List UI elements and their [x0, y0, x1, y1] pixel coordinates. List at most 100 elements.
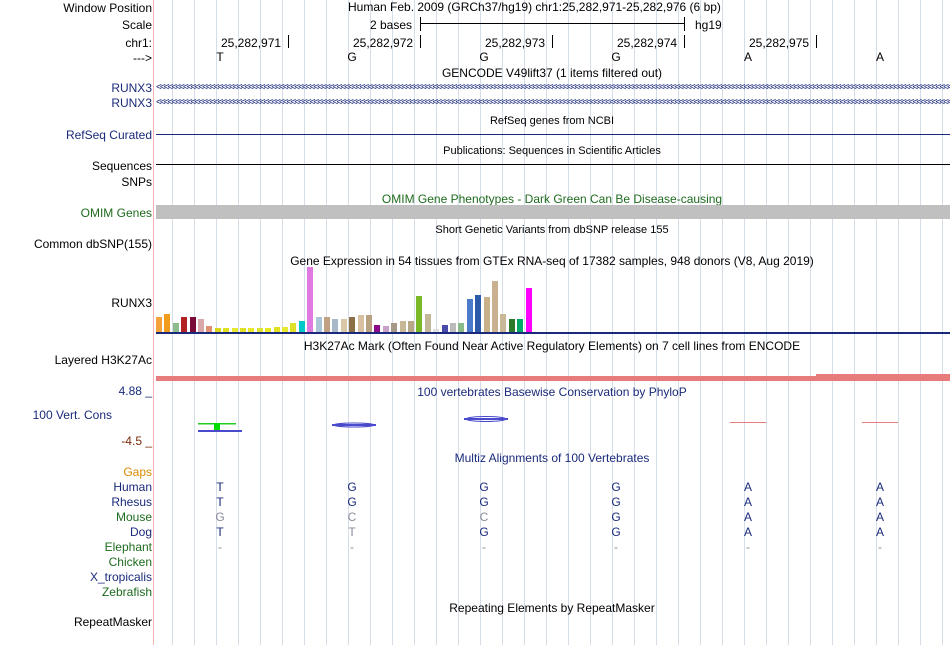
gtex-tissue-bar[interactable] — [190, 317, 196, 332]
gtex-tissue-bar[interactable] — [173, 323, 179, 332]
gtex-tissue-bar[interactable] — [416, 296, 422, 332]
species-rhesus[interactable]: Rhesus — [111, 495, 152, 509]
gtex-tissue-bar[interactable] — [299, 321, 305, 332]
species-chicken[interactable]: Chicken — [108, 555, 152, 569]
species-zebrafish[interactable]: Zebrafish — [101, 585, 152, 599]
gtex-tissue-bar[interactable] — [500, 314, 506, 332]
gtex-tissue-bar[interactable] — [492, 281, 498, 332]
gtex-tissue-bar[interactable] — [181, 317, 187, 332]
species-human[interactable]: Human — [113, 480, 152, 494]
refseq-line[interactable] — [156, 134, 950, 135]
gtex-tissue-bar[interactable] — [349, 317, 355, 332]
gene-arrows-1[interactable]: <<<<<<<<<<<<<<<<<<<<<<<<<<<<<<<<<<<<<<<<… — [156, 82, 950, 93]
ref-base: A — [743, 50, 752, 64]
gencode-item-runx3[interactable]: RUNX3 — [111, 96, 152, 110]
ref-base: T — [216, 50, 224, 64]
dbsnp-label[interactable]: Common dbSNP(155) — [33, 237, 152, 251]
gtex-tissue-bar[interactable] — [164, 314, 170, 332]
gtex-tissue-bar[interactable] — [442, 325, 448, 332]
align-gap: - — [350, 540, 354, 554]
gtex-tissue-bar[interactable] — [316, 317, 322, 332]
species-mouse[interactable]: Mouse — [115, 510, 152, 524]
label-separator — [153, 0, 154, 645]
gtex-tissue-bar[interactable] — [274, 327, 280, 332]
phylop-signal[interactable] — [154, 410, 950, 440]
gtex-tissue-bar[interactable] — [332, 319, 338, 332]
gtex-tissue-bar[interactable] — [400, 321, 406, 332]
gene-arrows-2[interactable]: <<<<<<<<<<<<<<<<<<<<<<<<<<<<<<<<<<<<<<<<… — [156, 97, 950, 108]
repeatmasker-track-title[interactable]: Repeating Elements by RepeatMasker — [449, 601, 655, 615]
gtex-tissue-bar[interactable] — [232, 328, 238, 332]
gtex-tissue-bar[interactable] — [475, 295, 481, 332]
gtex-tissue-bar[interactable] — [383, 326, 389, 332]
gtex-tissue-bar[interactable] — [290, 323, 296, 332]
publications-track-title[interactable]: Publications: Sequences in Scientific Ar… — [443, 145, 661, 157]
omim-label[interactable]: OMIM Genes — [80, 206, 152, 220]
snps-label[interactable]: SNPs — [121, 175, 152, 189]
gtex-tissue-bar[interactable] — [223, 328, 229, 332]
dbsnp-track-title[interactable]: Short Genetic Variants from dbSNP releas… — [435, 224, 669, 236]
sequences-label[interactable]: Sequences — [91, 159, 152, 173]
window-position-label: Window Position — [63, 1, 152, 15]
gtex-tissue-bar[interactable] — [450, 323, 456, 332]
gtex-tissue-bar[interactable] — [307, 267, 313, 332]
gtex-track-title[interactable]: Gene Expression in 54 tissues from GTEx … — [290, 254, 814, 268]
h3k27ac-track-title[interactable]: H3K27Ac Mark (Often Found Near Active Re… — [303, 339, 801, 353]
align-base: A — [875, 510, 884, 524]
gtex-tissue-bar[interactable] — [282, 327, 288, 332]
gtex-tissue-bar[interactable] — [484, 297, 490, 332]
gtex-tissue-bar[interactable] — [391, 323, 397, 332]
sequences-line[interactable] — [156, 164, 950, 165]
gtex-tissue-bar[interactable] — [467, 299, 473, 332]
gtex-tissue-bar[interactable] — [206, 326, 212, 332]
gtex-tissue-bar[interactable] — [215, 328, 221, 332]
gtex-tissue-bar[interactable] — [517, 319, 523, 332]
gtex-tissue-bar[interactable] — [408, 321, 414, 332]
gencode-item-runx3[interactable]: RUNX3 — [111, 81, 152, 95]
gtex-tissue-bar[interactable] — [324, 317, 330, 332]
species-x-tropicalis[interactable]: X_tropicalis — [89, 570, 152, 584]
gtex-tissue-bar[interactable] — [366, 315, 372, 332]
chrom-label: chr1: — [125, 36, 152, 50]
multiz-track-title[interactable]: Multiz Alignments of 100 Vertebrates — [454, 451, 650, 465]
gtex-tissue-bar[interactable] — [433, 329, 439, 332]
gtex-tissue-bar[interactable] — [425, 314, 431, 332]
gencode-track-title[interactable]: GENCODE V49lift37 (1 items filtered out) — [441, 66, 663, 80]
gtex-tissue-bar[interactable] — [374, 325, 380, 332]
refseq-label[interactable]: RefSeq Curated — [65, 128, 152, 142]
align-base: A — [743, 510, 752, 524]
coord-tick-2 — [420, 35, 421, 48]
refseq-track-title[interactable]: RefSeq genes from NCBI — [489, 115, 615, 127]
gtex-tissue-bar[interactable] — [240, 328, 246, 332]
gtex-gene-label[interactable]: RUNX3 — [111, 296, 152, 310]
species-elephant[interactable]: Elephant — [104, 540, 152, 554]
scale-bar — [420, 23, 684, 24]
coord-tick-1 — [288, 35, 289, 48]
gtex-bar-chart[interactable] — [156, 266, 556, 332]
gtex-tissue-bar[interactable] — [156, 317, 162, 332]
coord-tick-5 — [816, 35, 817, 48]
gtex-tissue-bar[interactable] — [526, 288, 532, 332]
species-dog[interactable]: Dog — [129, 525, 152, 539]
gtex-tissue-bar[interactable] — [198, 319, 204, 332]
gtex-tissue-bar[interactable] — [509, 319, 515, 332]
gtex-baseline — [156, 332, 950, 334]
omim-track-title[interactable]: OMIM Gene Phenotypes - Dark Green Can Be… — [381, 192, 723, 206]
gtex-tissue-bar[interactable] — [358, 315, 364, 332]
phylop-max: 4.88 _ — [118, 384, 152, 398]
assembly-label: hg19 — [695, 18, 722, 32]
omim-bar[interactable] — [156, 205, 950, 219]
h3k27ac-label[interactable]: Layered H3K27Ac — [54, 353, 152, 367]
strand-arrow-label: ---> — [133, 51, 152, 65]
repeatmasker-label[interactable]: RepeatMasker — [73, 615, 152, 629]
coord-1: 25,282,971 — [221, 36, 282, 50]
gtex-tissue-bar[interactable] — [458, 323, 464, 332]
gtex-tissue-bar[interactable] — [265, 328, 271, 332]
phylop-track-title[interactable]: 100 vertebrates Basewise Conservation by… — [417, 385, 687, 399]
phylop-label[interactable]: 100 Vert. Cons — [32, 408, 112, 422]
gtex-tissue-bar[interactable] — [341, 319, 347, 332]
gtex-tissue-bar[interactable] — [248, 328, 254, 332]
gtex-tissue-bar[interactable] — [257, 328, 263, 332]
h3k27ac-bar[interactable] — [156, 376, 950, 381]
align-base: C — [479, 510, 489, 524]
